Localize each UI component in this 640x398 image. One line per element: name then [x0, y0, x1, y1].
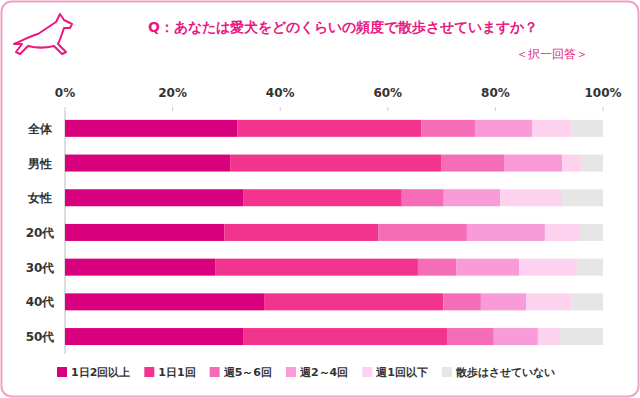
- bars: [65, 120, 603, 345]
- tick-label: 40%: [266, 86, 295, 100]
- legend-swatch: [442, 367, 452, 377]
- legend-swatch: [57, 367, 67, 377]
- bar-segment: [475, 120, 532, 137]
- bar-segment: [402, 189, 444, 206]
- tick-label: 100%: [584, 86, 621, 100]
- bar-segment: [65, 259, 215, 276]
- category-label: 全体: [27, 122, 53, 136]
- bar-segment: [65, 328, 243, 345]
- bar-segment: [215, 259, 418, 276]
- bar-segment: [65, 155, 230, 172]
- bar-segment: [581, 155, 603, 172]
- bar-segment: [65, 120, 237, 137]
- frame: [2, 2, 639, 397]
- bar-segment: [224, 224, 378, 241]
- bar-segment: [532, 120, 571, 137]
- tick-mark: [280, 107, 281, 111]
- tick-label: 60%: [373, 86, 402, 100]
- legend-swatch: [286, 367, 296, 377]
- category-label: 30代: [26, 261, 55, 275]
- bar-segment: [504, 155, 562, 172]
- tick-mark: [172, 107, 173, 111]
- tick-label: 0%: [55, 86, 75, 100]
- legend-swatch: [144, 367, 154, 377]
- tick-label: 20%: [158, 86, 187, 100]
- bar-segment: [237, 120, 421, 137]
- bar-segment: [441, 155, 504, 172]
- bar-segment: [444, 189, 500, 206]
- bar-segment: [519, 259, 577, 276]
- chart: Q：あなたは愛犬をどのくらいの頻度で散歩させていますか？ ＜択一回答＞ 0% 20% 4…: [0, 0, 640, 398]
- bar-segment: [243, 328, 447, 345]
- bar-segment: [378, 224, 467, 241]
- legend-label: 週5～6回: [223, 366, 272, 379]
- legend-label: 週1回以下: [375, 366, 428, 379]
- bar-segment: [560, 328, 603, 345]
- bar-segment: [545, 224, 580, 241]
- tick-mark: [387, 107, 388, 111]
- bar-segment: [571, 293, 603, 310]
- bar-segment: [65, 189, 243, 206]
- tick-mark: [495, 107, 496, 111]
- category-label: 女性: [27, 191, 52, 205]
- tick-mark: [65, 107, 66, 111]
- category-label: 男性: [27, 157, 52, 171]
- bar-segment: [456, 259, 519, 276]
- category-label: 50代: [26, 330, 55, 344]
- legend-label: 1日2回以上: [71, 366, 130, 379]
- legend-swatch: [210, 367, 220, 377]
- bar-segment: [65, 293, 264, 310]
- tick-mark: [603, 107, 604, 111]
- bar-segment: [418, 259, 456, 276]
- legend-label: 散歩はさせていない: [455, 366, 555, 379]
- category-label: 20代: [26, 226, 55, 240]
- bar-segment: [481, 293, 526, 310]
- bar-segment: [562, 189, 603, 206]
- bar-segment: [447, 328, 494, 345]
- legend-label: 1日1回: [158, 366, 195, 379]
- subtitle: ＜択一回答＞: [516, 47, 588, 61]
- bar-segment: [577, 259, 603, 276]
- bar-segment: [264, 293, 443, 310]
- bar-segment: [443, 293, 481, 310]
- legend-swatch: [362, 367, 372, 377]
- bar-segment: [494, 328, 538, 345]
- bar-segment: [571, 120, 603, 137]
- bar-segment: [562, 155, 581, 172]
- bar-segment: [580, 224, 603, 241]
- dog-icon: [14, 14, 72, 54]
- tick-label: 80%: [481, 86, 510, 100]
- title: Q：あなたは愛犬をどのくらいの頻度で散歩させていますか？: [148, 19, 538, 35]
- bar-segment: [421, 120, 475, 137]
- category-label: 40代: [26, 295, 55, 309]
- legend-label: 週2～4回: [299, 366, 348, 379]
- bar-segment: [243, 189, 402, 206]
- bar-segment: [467, 224, 545, 241]
- bar-segment: [538, 328, 560, 345]
- bar-segment: [230, 155, 441, 172]
- bar-segment: [65, 224, 224, 241]
- bar-segment: [500, 189, 562, 206]
- bar-segment: [526, 293, 571, 310]
- legend: 1日2回以上 1日1回 週5～6回 週2～4回 週1回以下 散歩はさせていない: [57, 366, 555, 379]
